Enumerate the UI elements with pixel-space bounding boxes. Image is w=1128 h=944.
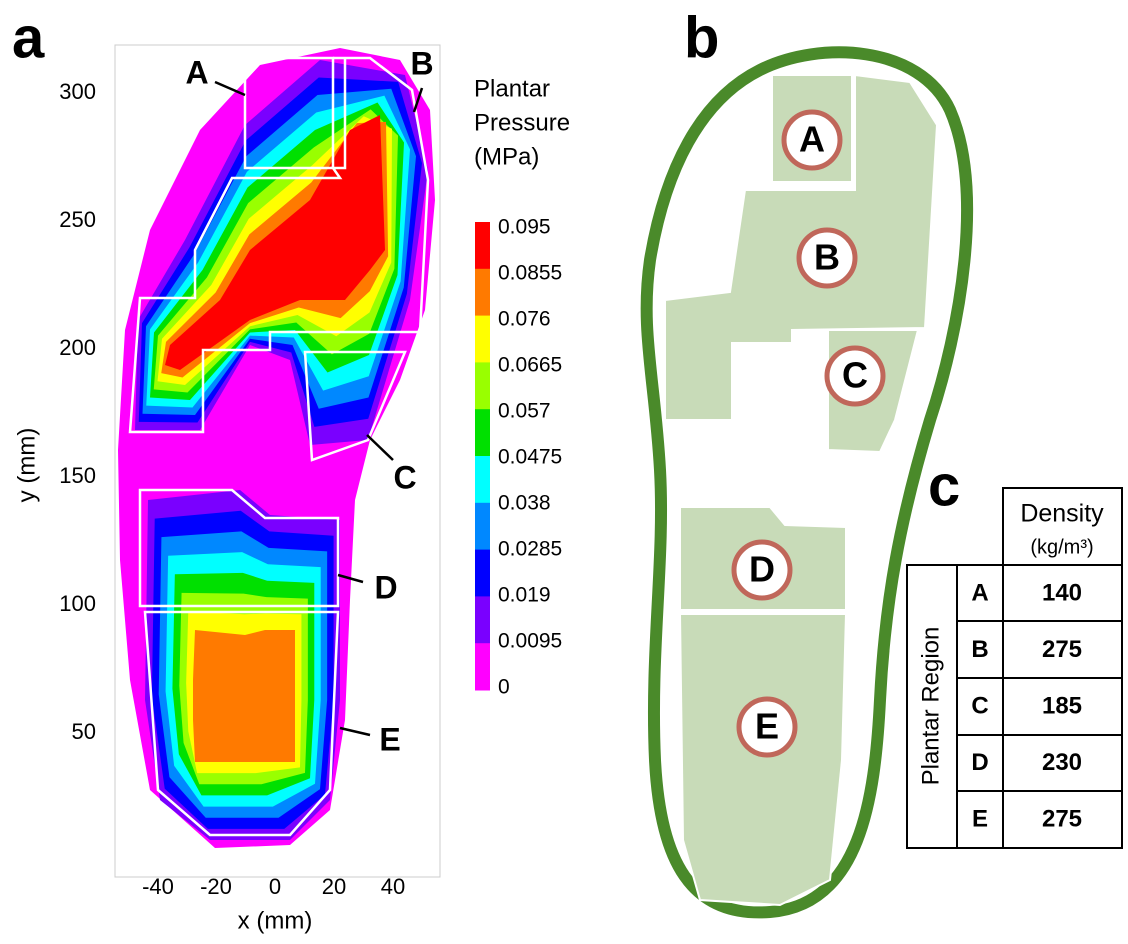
y-tick-label: 50	[72, 719, 96, 744]
colorbar-band	[475, 503, 490, 550]
colorbar-title: Pressure	[474, 109, 570, 136]
region-label: B	[814, 237, 840, 278]
colorbar-label: 0.076	[498, 308, 551, 331]
region-label: E	[755, 706, 779, 747]
colorbar-band	[475, 409, 490, 456]
table-cell: D	[971, 749, 988, 776]
table-header: Density	[1020, 500, 1104, 528]
panel-label: c	[928, 453, 960, 518]
panel-label: b	[684, 5, 719, 70]
colorbar-label: 0.0285	[498, 538, 562, 561]
region-label: D	[749, 549, 775, 590]
colorbar-label: 0.0095	[498, 630, 562, 653]
colorbar-label: 0.0665	[498, 354, 562, 377]
x-tick-label: -40	[142, 874, 174, 899]
colorbar-band	[475, 643, 490, 690]
colorbar-title: (MPa)	[474, 143, 539, 170]
y-tick-label: 200	[59, 335, 96, 360]
region-label: A	[185, 54, 208, 90]
table-cell: C	[971, 693, 988, 720]
panel-label: a	[12, 5, 45, 70]
table-cell: 185	[1042, 693, 1082, 720]
y-tick-label: 250	[59, 207, 96, 232]
x-tick-label: 40	[381, 874, 405, 899]
region-label: E	[379, 721, 400, 757]
colorbar-band	[475, 550, 490, 597]
table-cell: 275	[1042, 636, 1082, 663]
region-label: A	[799, 119, 825, 160]
contour-band	[193, 630, 295, 762]
y-tick-label: 100	[59, 591, 96, 616]
colorbar-band	[475, 596, 490, 643]
x-tick-label: 0	[269, 874, 281, 899]
colorbar-label: 0.0855	[498, 262, 562, 285]
x-tick-label: 20	[322, 874, 346, 899]
y-tick-label: 150	[59, 463, 96, 488]
table-cell: 275	[1042, 806, 1082, 833]
y-tick-label: 300	[59, 79, 96, 104]
region-label: C	[393, 459, 416, 495]
colorbar-band	[475, 222, 490, 269]
table-cell: 140	[1042, 579, 1082, 606]
leader-line	[367, 435, 393, 460]
figure: a b c -40 -20 0 20 40 300 250 200 150 100 50 x (mm) y (…	[0, 0, 1128, 939]
insole-region	[680, 614, 846, 905]
colorbar-label: 0.0475	[498, 446, 562, 469]
table-row-header: Plantar Region	[917, 627, 944, 786]
y-axis-label: y (mm)	[13, 428, 40, 503]
table-cell: A	[971, 579, 988, 606]
colorbar-band	[475, 316, 490, 363]
x-tick-label: -20	[200, 874, 232, 899]
colorbar-label: 0.038	[498, 492, 551, 515]
colorbar-title: Plantar	[474, 75, 550, 102]
colorbar-label: 0	[498, 676, 510, 699]
colorbar-band	[475, 269, 490, 316]
region-label: C	[842, 355, 868, 396]
table-cell: B	[971, 636, 988, 663]
table-cell: E	[972, 806, 988, 833]
colorbar-label: 0.057	[498, 400, 551, 423]
colorbar-band	[475, 456, 490, 503]
colorbar-label: 0.019	[498, 584, 551, 607]
leader-line	[340, 728, 370, 735]
region-label: D	[374, 569, 397, 605]
table-cell: 230	[1042, 749, 1082, 776]
x-axis-label: x (mm)	[238, 907, 313, 934]
colorbar-label: 0.095	[498, 216, 551, 239]
colorbar-band	[475, 362, 490, 409]
region-label: B	[410, 45, 433, 81]
table-header: (kg/m³)	[1030, 536, 1093, 558]
